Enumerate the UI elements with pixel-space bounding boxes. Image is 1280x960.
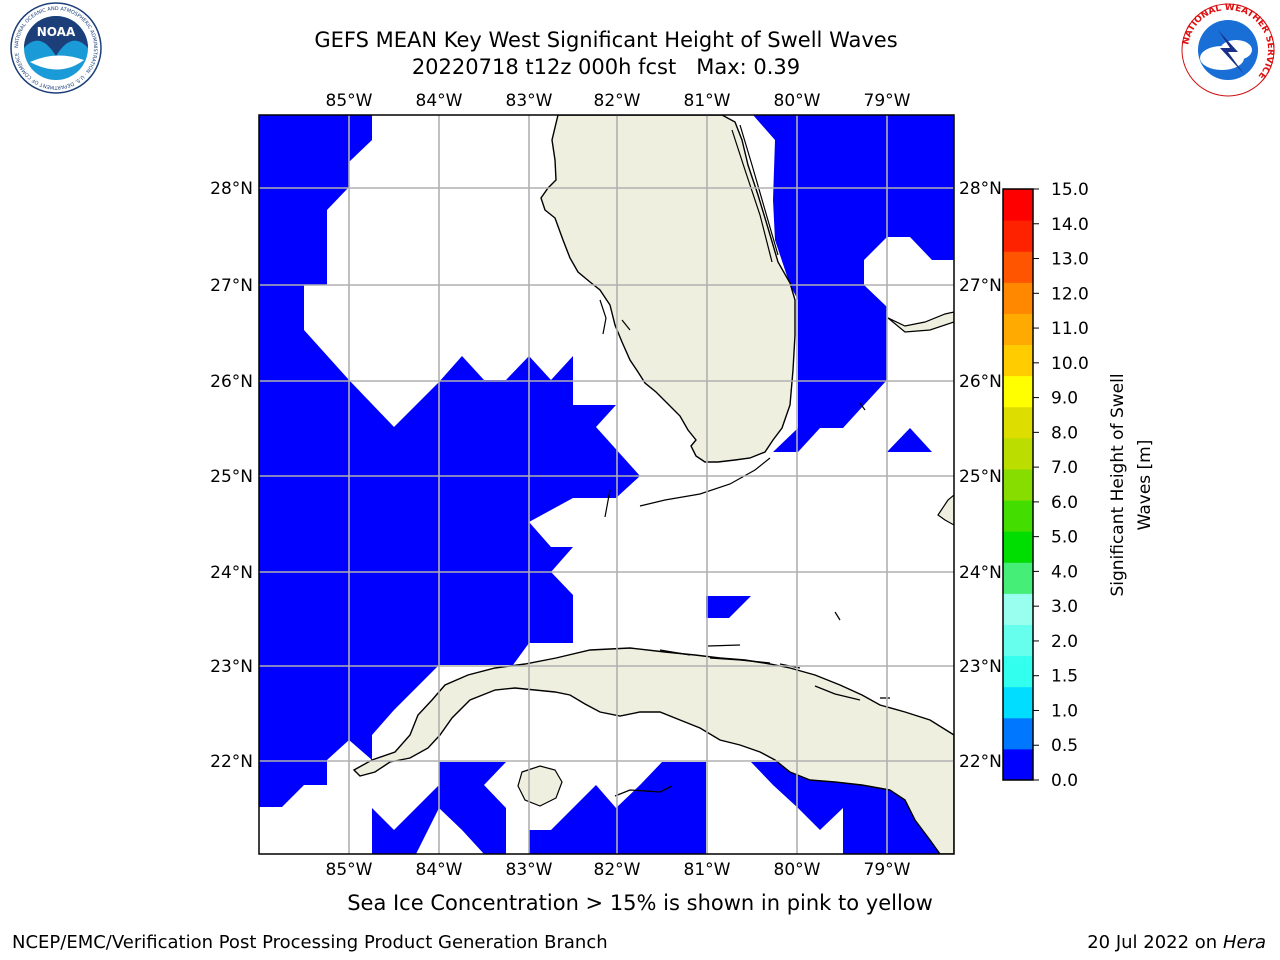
graticule (259, 115, 954, 854)
colorbar-segment (1003, 562, 1033, 594)
noaa-logo-text: NOAA (37, 25, 76, 39)
map-frame (258, 114, 955, 855)
lon-labels-bottom: 85°W 84°W 83°W 82°W 81°W 80°W 79°W (326, 860, 911, 880)
colorbar-tick-label: 0.5 (1051, 736, 1078, 756)
colorbar-tick-label: 1.5 (1051, 667, 1078, 687)
lat-labels-left: 28°N 27°N 26°N 25°N 24°N 23°N 22°N (210, 179, 253, 772)
colorbar-tick-label: 0.0 (1051, 771, 1078, 791)
colorbar-segment (1003, 748, 1033, 781)
nws-logo: NATIONAL WEATHER SERVICE (1181, 3, 1275, 97)
lat-label: 22°N (959, 752, 1002, 772)
lon-label: 79°W (864, 860, 911, 880)
lon-label: 85°W (326, 91, 373, 111)
lat-label: 26°N (210, 372, 253, 392)
colorbar-tick-label: 9.0 (1051, 389, 1078, 409)
colorbar-tick-label: 13.0 (1051, 250, 1089, 270)
lon-label: 82°W (594, 860, 641, 880)
colorbar-frame (1002, 188, 1034, 781)
colorbar-segment (1003, 500, 1033, 532)
lon-label: 82°W (594, 91, 641, 111)
colorbar-segment (1003, 220, 1033, 252)
noaa-logo: NATIONAL OCEANIC AND ATMOSPHERIC ADMINIS… (10, 2, 102, 94)
colorbar-tick-label: 5.0 (1051, 528, 1078, 548)
lat-label: 22°N (210, 752, 253, 772)
colorbar-segment (1003, 717, 1033, 750)
colorbar-segment (1003, 686, 1033, 719)
colorbar-label-line1: Significant Height of Swell (1108, 373, 1128, 596)
colorbar-label-line2: Waves [m] (1135, 440, 1155, 531)
lat-label: 23°N (210, 657, 253, 677)
chart-title-line1: GEFS MEAN Key West Significant Height of… (314, 28, 898, 52)
lon-labels-top: 85°W 84°W 83°W 82°W 81°W 80°W 79°W (326, 91, 911, 111)
colorbar-segment (1003, 437, 1033, 470)
colorbar-segment (1003, 593, 1033, 625)
colorbar-segment (1003, 251, 1033, 283)
lat-label: 25°N (210, 467, 253, 487)
lon-label: 80°W (774, 860, 821, 880)
chart-title-line2: 20220718 t12z 000h fcst Max: 0.39 (411, 55, 801, 79)
lat-labels-right: 28°N 27°N 26°N 25°N 24°N 23°N 22°N (959, 179, 1002, 772)
colorbar-segment (1003, 468, 1033, 501)
colorbar-tick-label: 3.0 (1051, 597, 1078, 617)
lon-label: 79°W (864, 91, 911, 111)
colorbar-tick-label: 11.0 (1051, 319, 1089, 339)
footer-branch: NCEP/EMC/Verification Post Processing Pr… (12, 932, 608, 953)
footer-date: 20 Jul 2022 on Hera (1087, 932, 1266, 953)
colorbar-segment (1003, 344, 1033, 377)
lon-label: 85°W (326, 860, 373, 880)
sea-ice-note: Sea Ice Concentration > 15% is shown in … (347, 891, 933, 915)
colorbar-tick-label: 14.0 (1051, 215, 1089, 235)
colorbar-tick-label: 10.0 (1051, 354, 1089, 374)
lon-label: 84°W (416, 91, 463, 111)
colorbar-tick-label: 6.0 (1051, 493, 1078, 513)
colorbar-tick-label: 15.0 (1051, 180, 1089, 200)
lat-label: 25°N (959, 467, 1002, 487)
lon-label: 81°W (684, 91, 731, 111)
colorbar-tick-label: 2.0 (1051, 632, 1078, 652)
lon-label: 83°W (506, 91, 553, 111)
land-cuba (352, 647, 954, 854)
lat-label: 27°N (210, 276, 253, 296)
lat-label: 28°N (210, 179, 253, 199)
lon-label: 83°W (506, 860, 553, 880)
colorbar: 0.0 0.5 1.0 1.5 2.0 3.0 4.0 5.0 6.0 7.0 8.0 9.0 10.0… (1002, 180, 1089, 791)
lat-label: 24°N (959, 563, 1002, 583)
colorbar-segment (1003, 406, 1033, 439)
colorbar-tick-label: 7.0 (1051, 458, 1078, 478)
colorbar-tick-label: 1.0 (1051, 701, 1078, 721)
colorbar-tick-label: 4.0 (1051, 562, 1078, 582)
footer-date-text: 20 Jul 2022 on (1087, 932, 1223, 953)
lat-label: 23°N (959, 657, 1002, 677)
colorbar-segment (1003, 313, 1033, 346)
lat-label: 28°N (959, 179, 1002, 199)
lat-label: 24°N (210, 563, 253, 583)
colorbar-segment (1003, 189, 1033, 221)
colorbar-segment (1003, 282, 1033, 314)
map-plot-area (259, 115, 954, 854)
colorbar-segment (1003, 375, 1033, 408)
lon-label: 80°W (774, 91, 821, 111)
swell-height-fill (259, 115, 954, 854)
land-florida (540, 115, 796, 463)
lat-label: 27°N (959, 276, 1002, 296)
colorbar-segment (1003, 531, 1033, 563)
lon-label: 84°W (416, 860, 463, 880)
colorbar-tick-label: 8.0 (1051, 423, 1078, 443)
colorbar-segment (1003, 624, 1033, 657)
footer-host: Hera (1222, 932, 1266, 953)
land-bahamas (887, 311, 954, 526)
lat-label: 26°N (959, 372, 1002, 392)
colorbar-segment (1003, 655, 1033, 688)
lon-label: 81°W (684, 860, 731, 880)
colorbar-tick-label: 12.0 (1051, 284, 1089, 304)
